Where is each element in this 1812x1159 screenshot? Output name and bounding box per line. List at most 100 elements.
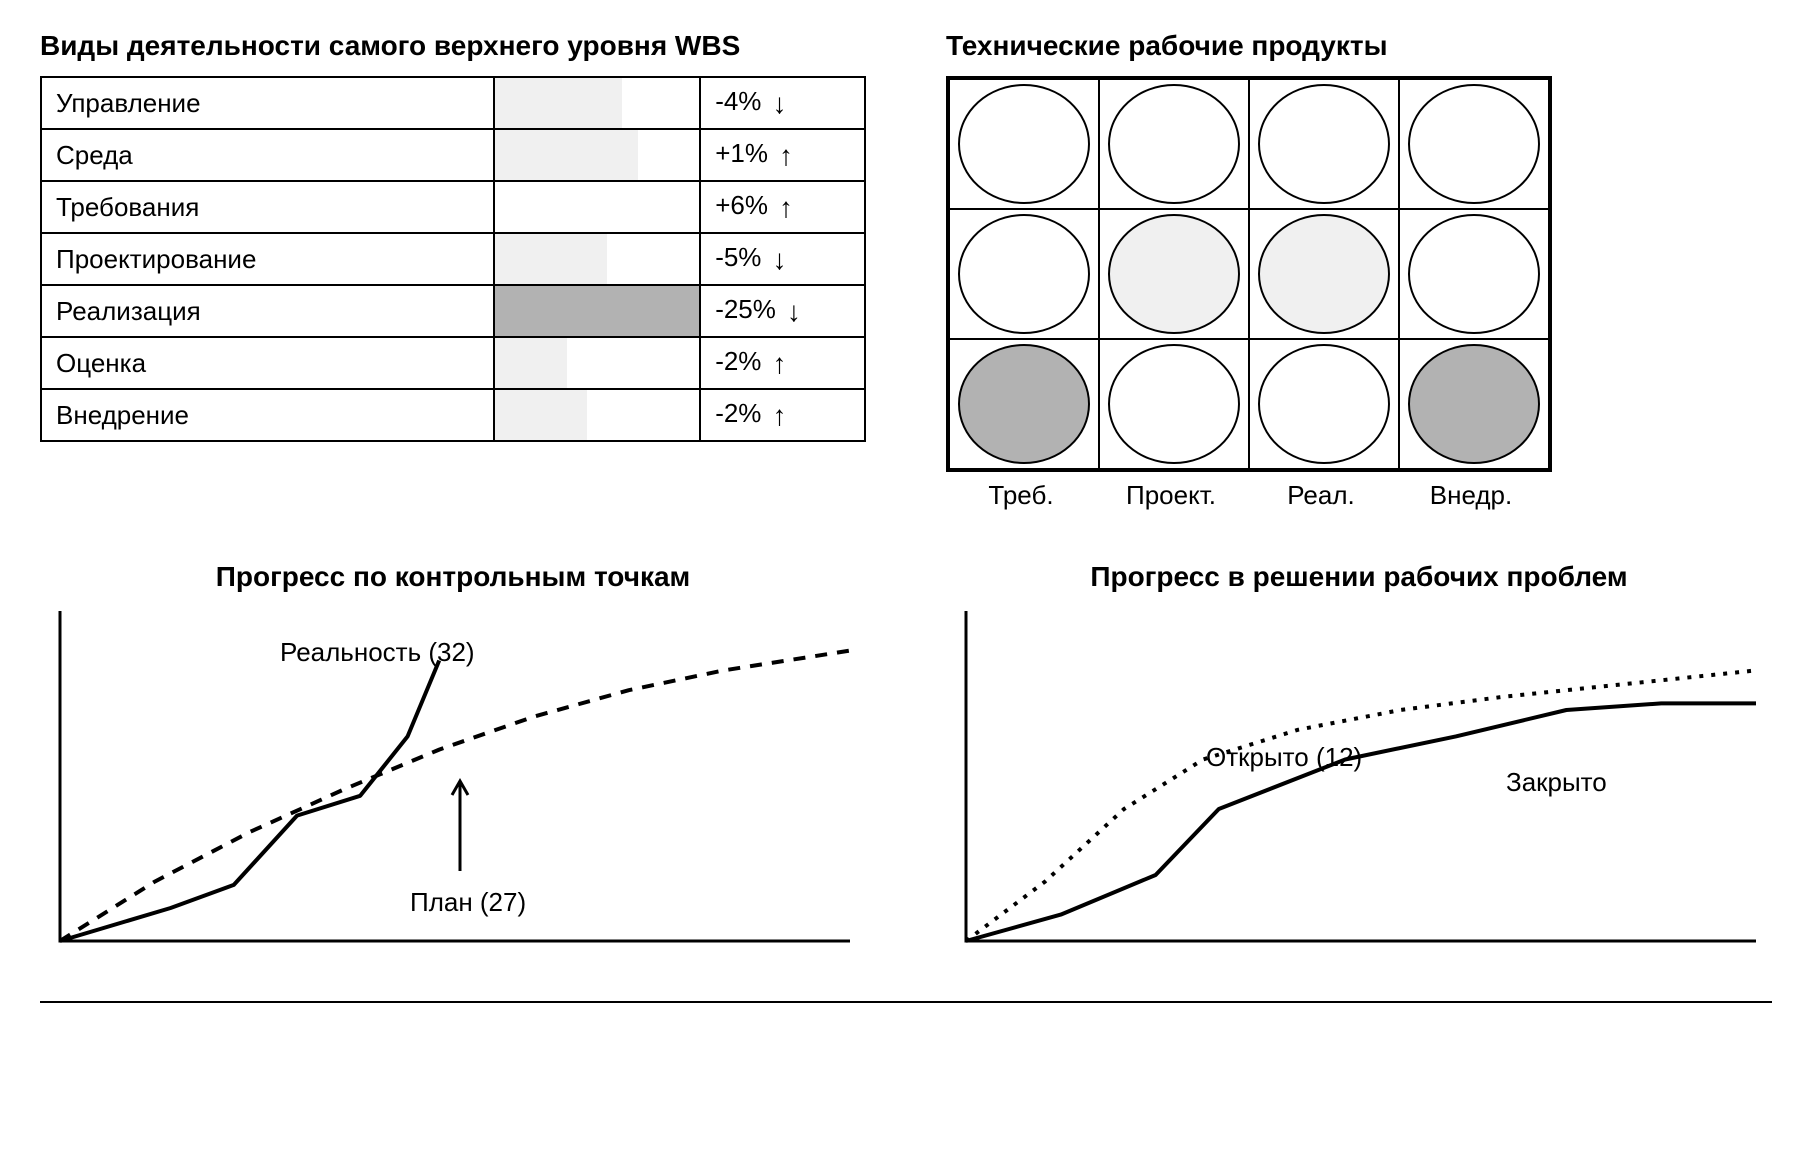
wbs-row-bar bbox=[494, 129, 700, 181]
wbs-bar-fill bbox=[495, 390, 587, 440]
wbs-row: Требования +6%↑ bbox=[41, 181, 865, 233]
wbs-title: Виды деятельности самого верхнего уровня… bbox=[40, 30, 866, 62]
tech-circle bbox=[1258, 344, 1390, 464]
tech-cell bbox=[1099, 339, 1249, 469]
tech-circle bbox=[1108, 344, 1240, 464]
wbs-row-value: -2% bbox=[715, 346, 761, 376]
chart-series-closed bbox=[966, 703, 1756, 941]
wbs-row-bar bbox=[494, 233, 700, 285]
wbs-row-value-cell: -2%↑ bbox=[700, 337, 865, 389]
wbs-row-name: Оценка bbox=[41, 337, 494, 389]
wbs-row-bar bbox=[494, 389, 700, 441]
wbs-bar-fill bbox=[495, 286, 699, 336]
issues-chart-panel: Прогресс в решении рабочих проблем Откры… bbox=[946, 561, 1772, 961]
arrow-down-icon: ↓ bbox=[767, 244, 791, 276]
chart-series-reality bbox=[60, 661, 439, 942]
tech-circle bbox=[1408, 214, 1540, 334]
wbs-row-name: Внедрение bbox=[41, 389, 494, 441]
tech-circle bbox=[1408, 344, 1540, 464]
tech-circle bbox=[1408, 84, 1540, 204]
plan-label: План (27) bbox=[410, 887, 526, 917]
tech-grid-frame bbox=[946, 76, 1552, 472]
tech-circle bbox=[1258, 214, 1390, 334]
tech-column-labels: Треб.Проект.Реал.Внедр. bbox=[946, 480, 1772, 511]
tech-products-panel: Технические рабочие продукты Треб.Проект… bbox=[946, 30, 1772, 511]
wbs-row: Управление -4%↓ bbox=[41, 77, 865, 129]
wbs-row-value: -25% bbox=[715, 294, 776, 324]
tech-cell bbox=[949, 79, 1099, 209]
footer-rule bbox=[40, 1001, 1772, 1003]
wbs-table: Управление-4%↓Среда+1%↑Требования+6%↑Про… bbox=[40, 76, 866, 442]
issues-chart: Открыто (12) Закрыто bbox=[946, 601, 1766, 961]
wbs-activities-panel: Виды деятельности самого верхнего уровня… bbox=[40, 30, 866, 511]
open-label: Открыто (12) bbox=[1206, 742, 1362, 772]
tech-circle bbox=[1108, 214, 1240, 334]
tech-column-label: Внедр. bbox=[1396, 480, 1546, 511]
wbs-row-value: +1% bbox=[715, 138, 768, 168]
wbs-bar-fill bbox=[495, 234, 607, 284]
wbs-row-bar bbox=[494, 337, 700, 389]
wbs-row: Среда +1%↑ bbox=[41, 129, 865, 181]
wbs-row-value-cell: +6%↑ bbox=[700, 181, 865, 233]
wbs-row: Внедрение -2%↑ bbox=[41, 389, 865, 441]
chart-axes bbox=[966, 611, 1756, 941]
wbs-row: Реализация -25%↓ bbox=[41, 285, 865, 337]
milestones-chart-panel: Прогресс по контрольным точкам Реальност… bbox=[40, 561, 866, 961]
arrow-up-icon: ↑ bbox=[774, 140, 798, 172]
tech-title: Технические рабочие продукты bbox=[946, 30, 1772, 62]
wbs-row-bar bbox=[494, 77, 700, 129]
wbs-bar-fill bbox=[495, 130, 638, 180]
arrow-down-icon: ↓ bbox=[767, 88, 791, 120]
wbs-row-bar bbox=[494, 285, 700, 337]
milestones-chart: Реальность (32) План (27) bbox=[40, 601, 860, 961]
wbs-row-bar bbox=[494, 181, 700, 233]
wbs-row: Оценка -2%↑ bbox=[41, 337, 865, 389]
wbs-row-name: Проектирование bbox=[41, 233, 494, 285]
reality-label: Реальность (32) bbox=[280, 637, 475, 667]
wbs-row-value: -5% bbox=[715, 242, 761, 272]
wbs-row-value-cell: -5%↓ bbox=[700, 233, 865, 285]
arrow-up-icon bbox=[452, 781, 468, 871]
chart-series-open bbox=[966, 670, 1756, 941]
tech-column-label: Проект. bbox=[1096, 480, 1246, 511]
wbs-row-value-cell: +1%↑ bbox=[700, 129, 865, 181]
tech-cell bbox=[1099, 209, 1249, 339]
tech-cell bbox=[949, 339, 1099, 469]
arrow-down-icon: ↓ bbox=[782, 296, 806, 328]
arrow-up-icon: ↑ bbox=[774, 192, 798, 224]
issues-title: Прогресс в решении рабочих проблем bbox=[946, 561, 1772, 593]
tech-grid bbox=[949, 79, 1549, 469]
tech-cell bbox=[1399, 79, 1549, 209]
wbs-bar-fill bbox=[495, 78, 621, 128]
milestones-title: Прогресс по контрольным точкам bbox=[40, 561, 866, 593]
wbs-row-name: Управление bbox=[41, 77, 494, 129]
arrow-up-icon: ↑ bbox=[767, 400, 791, 432]
tech-column-label: Треб. bbox=[946, 480, 1096, 511]
wbs-row: Проектирование -5%↓ bbox=[41, 233, 865, 285]
arrow-up-icon: ↑ bbox=[767, 348, 791, 380]
tech-circle bbox=[958, 214, 1090, 334]
tech-circle bbox=[958, 344, 1090, 464]
wbs-row-name: Реализация bbox=[41, 285, 494, 337]
tech-cell bbox=[1249, 209, 1399, 339]
tech-cell bbox=[1099, 79, 1249, 209]
wbs-row-value: -4% bbox=[715, 86, 761, 116]
closed-label: Закрыто bbox=[1506, 767, 1607, 797]
wbs-row-value: -2% bbox=[715, 398, 761, 428]
tech-column-label: Реал. bbox=[1246, 480, 1396, 511]
wbs-row-name: Среда bbox=[41, 129, 494, 181]
tech-cell bbox=[1249, 339, 1399, 469]
tech-cell bbox=[1399, 209, 1549, 339]
tech-circle bbox=[1258, 84, 1390, 204]
wbs-bar-fill bbox=[495, 338, 566, 388]
tech-circle bbox=[958, 84, 1090, 204]
wbs-row-value: +6% bbox=[715, 190, 768, 220]
tech-cell bbox=[1249, 79, 1399, 209]
wbs-row-value-cell: -4%↓ bbox=[700, 77, 865, 129]
tech-cell bbox=[949, 209, 1099, 339]
wbs-row-name: Требования bbox=[41, 181, 494, 233]
tech-cell bbox=[1399, 339, 1549, 469]
wbs-row-value-cell: -25%↓ bbox=[700, 285, 865, 337]
tech-circle bbox=[1108, 84, 1240, 204]
wbs-row-value-cell: -2%↑ bbox=[700, 389, 865, 441]
